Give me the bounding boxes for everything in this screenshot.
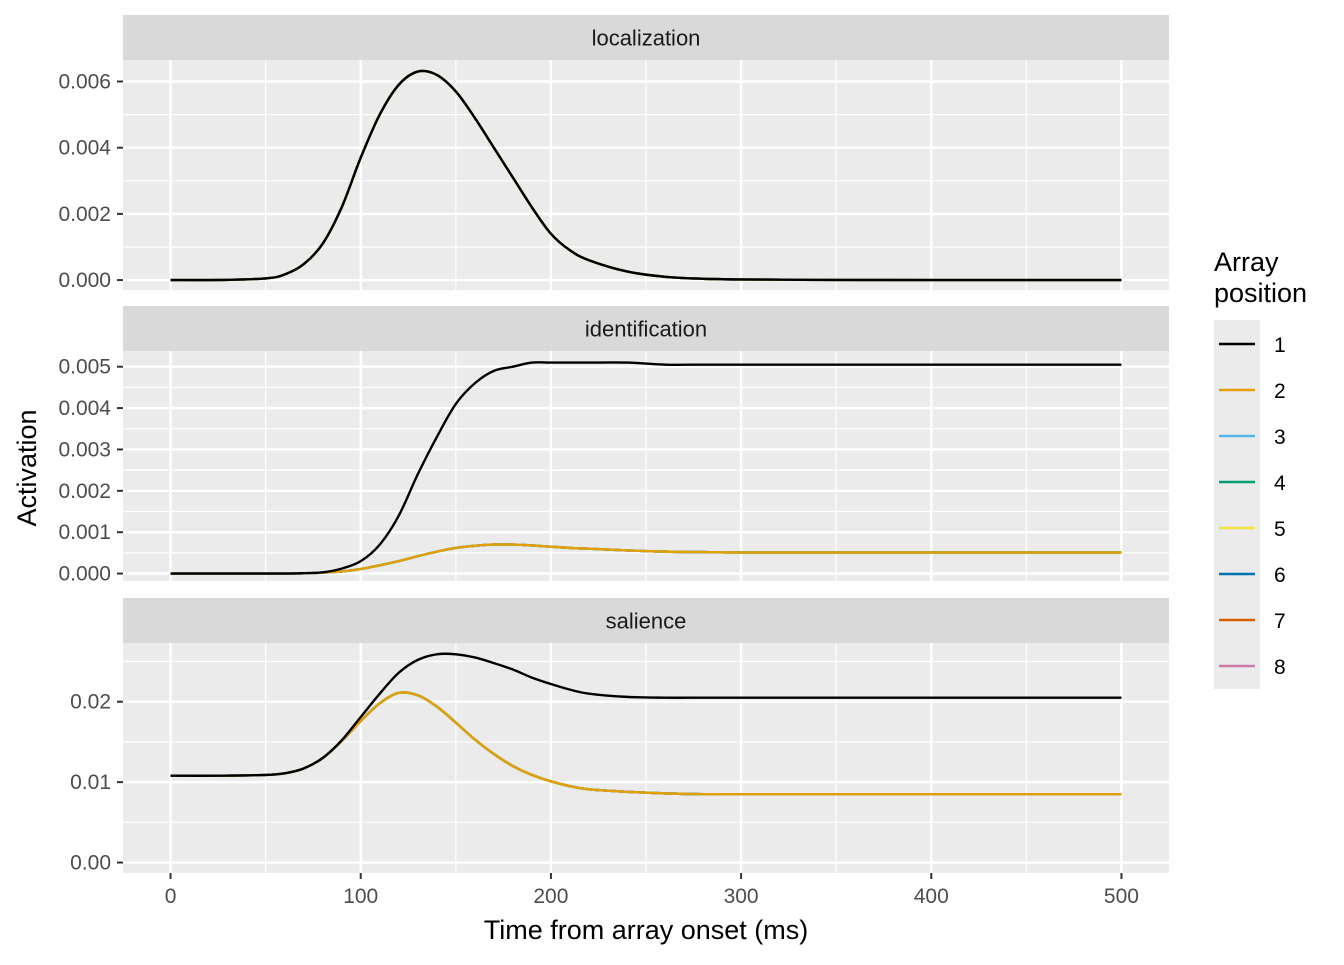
y-tick-label: 0.003	[58, 438, 111, 461]
legend-items: 1 2 3 4 5 6 7 8	[1219, 334, 1286, 679]
legend-label: 8	[1274, 656, 1286, 679]
panel-localization: localization 0.000 0.002 0.004 0.006	[58, 15, 1169, 292]
legend-label: 3	[1274, 426, 1286, 449]
y-tick-label: 0.000	[58, 563, 111, 586]
y-tick-label: 0.002	[58, 203, 111, 226]
legend-label: 2	[1274, 380, 1286, 403]
legend: Array position 1 2 3 4 5 6 7 8	[1214, 247, 1307, 689]
y-tick-label: 0.000	[58, 269, 111, 292]
y-tick-label: 0.005	[58, 356, 111, 379]
x-axis: 0 100 200 300 400 500	[165, 873, 1139, 908]
legend-item-3: 3	[1219, 426, 1286, 449]
x-tick-label: 500	[1104, 885, 1139, 908]
series-line-1	[170, 69, 1122, 282]
legend-label: 7	[1274, 610, 1286, 633]
strip-label: identification	[585, 317, 707, 342]
x-tick-label: 0	[165, 885, 177, 908]
legend-label: 4	[1274, 472, 1286, 495]
x-tick-label: 100	[343, 885, 378, 908]
strip-background	[123, 306, 1169, 351]
legend-item-8: 8	[1219, 656, 1286, 679]
x-axis-label: Time from array onset (ms)	[484, 915, 809, 945]
y-tick-label: 0.01	[70, 771, 111, 794]
series-lines	[170, 361, 1122, 575]
legend-title-line2: position	[1214, 278, 1307, 308]
x-tick-label: 200	[533, 885, 568, 908]
x-tick-label: 300	[724, 885, 759, 908]
series-lines	[170, 69, 1122, 282]
legend-item-2: 2	[1219, 380, 1286, 403]
x-tick-label: 400	[914, 885, 949, 908]
series-line-1	[170, 652, 1122, 777]
strip-background	[123, 15, 1169, 60]
panel-identification: identification 0.000 0.001 0.002 0.003 0.004 0…	[58, 306, 1169, 586]
y-tick-label: 0.004	[58, 137, 111, 160]
y-tick-label: 0.006	[58, 71, 111, 94]
legend-label: 5	[1274, 518, 1286, 541]
legend-key-background	[1214, 320, 1260, 689]
panel-salience: salience 0.00 0.01 0.02	[70, 598, 1169, 875]
strip-background	[123, 598, 1169, 643]
y-tick-label: 0.004	[58, 397, 111, 420]
series-line-1	[170, 361, 1122, 575]
legend-item-1: 1	[1219, 334, 1286, 357]
legend-label: 1	[1274, 334, 1286, 357]
panels: localization 0.000 0.002 0.004 0.006 identifi…	[58, 15, 1169, 875]
strip-label: salience	[606, 609, 687, 634]
legend-title-line1: Array	[1214, 247, 1279, 277]
legend-item-6: 6	[1219, 564, 1286, 587]
strip-label: localization	[592, 26, 701, 51]
y-axis-label: Activation	[12, 409, 42, 526]
legend-item-4: 4	[1219, 472, 1286, 495]
legend-item-7: 7	[1219, 610, 1286, 633]
series-lines	[170, 652, 1122, 796]
legend-label: 6	[1274, 564, 1286, 587]
y-tick-label: 0.02	[70, 691, 111, 714]
y-tick-label: 0.002	[58, 480, 111, 503]
legend-item-5: 5	[1219, 518, 1286, 541]
y-tick-label: 0.001	[58, 521, 111, 544]
y-tick-label: 0.00	[70, 852, 111, 875]
